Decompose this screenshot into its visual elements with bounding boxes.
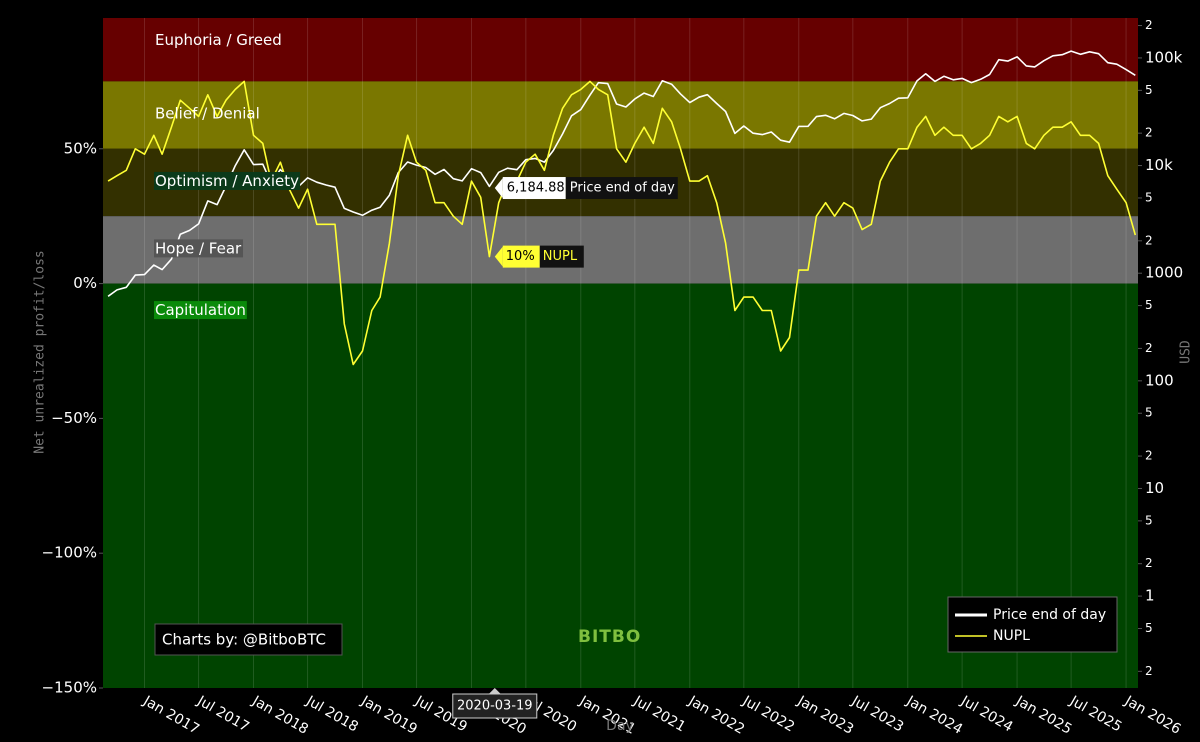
- y-tick-label: 50%: [64, 139, 97, 157]
- tooltip-value: 10%: [506, 249, 535, 264]
- zone-label: Capitulation: [155, 301, 246, 319]
- tooltip-pointer: [494, 178, 503, 199]
- x-tick-label: Jul 2021: [630, 693, 688, 736]
- series-line: [107, 50, 1136, 297]
- zone-label-bg: [154, 171, 301, 190]
- lines: [107, 50, 1137, 366]
- zone-label: Euphoria / Greed: [155, 31, 282, 49]
- y2-tick-label: 2: [1145, 341, 1153, 355]
- x-tick-label: Jul 2023: [848, 693, 906, 736]
- tooltip: 6,184.88 Price end of day 10% NUPL 2020-03-1…: [452, 177, 678, 719]
- y2-tick-label: 10: [1145, 479, 1164, 497]
- x-tick-label: Jan 2017: [140, 693, 202, 738]
- tooltip-pointer: [494, 246, 503, 267]
- legend: Price end of day NUPL: [947, 596, 1118, 653]
- y2-tick-label: 100: [1145, 371, 1174, 389]
- x-tick-label: Jan 2026: [1121, 693, 1183, 738]
- zone-band: [103, 18, 1138, 82]
- x-tick-label: Jul 2025: [1066, 693, 1124, 736]
- tooltip-value: 6,184.88: [507, 181, 565, 196]
- x-tick-label: Jan 2018: [249, 693, 311, 738]
- zone-label: Optimism / Anxiety: [155, 172, 299, 190]
- x-tick-label: Jul 2024: [957, 693, 1015, 736]
- y2-axis-title: USD: [1179, 340, 1194, 364]
- zone-band: [103, 81, 1138, 149]
- y2-tick-label: 5: [1145, 406, 1153, 420]
- y-axis-title: Net unrealized profit/loss: [33, 250, 48, 454]
- legend-box: [947, 596, 1118, 653]
- y2-tick-label: 2: [1145, 556, 1153, 570]
- y2-tick-label: 5: [1145, 190, 1153, 204]
- y2-tick-label: 100k: [1145, 48, 1183, 66]
- legend-label: Price end of day: [993, 607, 1106, 623]
- tooltip-name: Price end of day: [570, 181, 675, 196]
- zone-band: [103, 216, 1138, 284]
- zone-label: Belief / Denial: [155, 105, 260, 123]
- y2-tick-label: 1000: [1145, 264, 1183, 282]
- tooltip-name-box: [565, 177, 678, 200]
- legend-label: NUPL: [993, 628, 1030, 644]
- watermark: BITBO: [578, 627, 641, 647]
- x-tick-label: Jan 2025: [1012, 693, 1074, 738]
- y-tick-label: −100%: [42, 544, 97, 562]
- tooltip-name-box: [539, 245, 584, 268]
- y2-tick-label: 2: [1145, 449, 1153, 463]
- y2-tick-label: 2: [1145, 126, 1153, 140]
- y2-tick-label: 5: [1145, 83, 1153, 97]
- y-tick-label: −150%: [42, 679, 97, 697]
- x-axis-title: Day: [606, 718, 634, 734]
- y2-tick-label: 1: [1145, 587, 1155, 605]
- date-pointer: [488, 688, 501, 694]
- date-box: [452, 693, 538, 719]
- y2-tick-label: 5: [1145, 621, 1153, 635]
- tooltip-box: [502, 245, 540, 268]
- x-tick-label: Jul 2022: [739, 693, 797, 736]
- y2-tick-label: 10k: [1145, 156, 1173, 174]
- zone-label: Hope / Fear: [155, 239, 242, 257]
- x-tick-label: Jan 2024: [903, 693, 965, 738]
- y2-tick-label: 2: [1145, 18, 1153, 32]
- tooltip-box: [502, 177, 566, 200]
- tooltip-name: NUPL: [543, 249, 578, 264]
- x-tick-label: Jan 2019: [358, 693, 420, 738]
- date-label: 2020-03-19: [457, 699, 533, 714]
- grid: [99, 18, 1142, 689]
- y-tick-label: −50%: [51, 409, 97, 427]
- credit-box: [154, 623, 343, 656]
- x-tick-label: Jan 2022: [685, 693, 747, 738]
- y2-tick-label: 2: [1145, 233, 1153, 247]
- zone-label-bg: [154, 301, 247, 320]
- y2-tick-label: 5: [1145, 298, 1153, 312]
- y2-tick-label: 2: [1145, 664, 1153, 678]
- x-tick-label: Jul 2018: [303, 693, 361, 736]
- zone-label-bg: [154, 239, 244, 258]
- credit: Charts by: @BitboBTC: [162, 631, 326, 649]
- x-tick-label: Jul 2017: [194, 693, 252, 736]
- y2-tick-label: 5: [1145, 513, 1153, 527]
- y-tick-label: 0%: [73, 274, 97, 292]
- x-tick-label: Jan 2023: [794, 693, 856, 738]
- series-line: [107, 80, 1137, 366]
